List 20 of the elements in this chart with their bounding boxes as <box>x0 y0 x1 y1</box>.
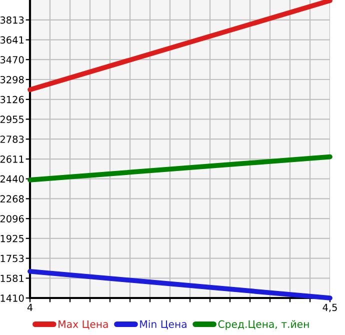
y-tick-label: 3813 <box>0 16 24 24</box>
y-tick-label: 1581 <box>0 274 24 282</box>
y-tick-label: 1410 <box>0 294 24 302</box>
y-tick-label: 1925 <box>0 234 24 242</box>
y-tick-label: 1753 <box>0 254 24 262</box>
legend-label: Min Цена <box>140 320 186 330</box>
y-tick-label: 3298 <box>0 76 24 84</box>
x-tick-label: 4,5 <box>322 304 337 312</box>
y-tick-label: 3126 <box>0 96 24 104</box>
y-tick-label: 2955 <box>0 116 24 124</box>
y-tick-label: 2268 <box>0 195 24 203</box>
y-tick-label: 2440 <box>0 175 24 183</box>
x-tick-label: 4 <box>27 304 33 311</box>
y-tick-label: 3470 <box>0 56 24 64</box>
y-tick-label: 3641 <box>0 36 24 44</box>
y-tick-label: 2611 <box>0 155 24 163</box>
legend-label: Сред.Цена, т.йен <box>218 320 309 330</box>
legend-label: Max Цена <box>58 320 108 330</box>
y-tick-label: 2096 <box>0 215 24 222</box>
y-tick-label: 2783 <box>0 136 24 143</box>
